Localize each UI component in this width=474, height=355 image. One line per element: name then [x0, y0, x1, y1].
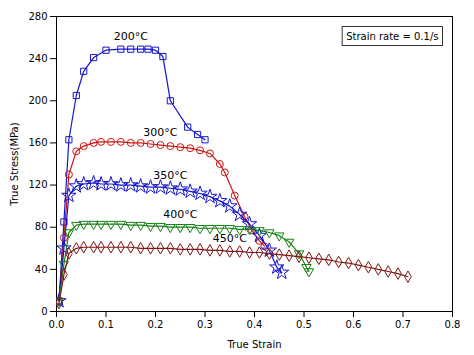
- svg-text:400°C: 400°C: [163, 208, 197, 221]
- svg-text:450°C: 450°C: [213, 232, 247, 245]
- svg-text:True Stress(MPa): True Stress(MPa): [9, 122, 20, 206]
- svg-text:200°C: 200°C: [114, 30, 148, 43]
- svg-text:200: 200: [28, 95, 47, 106]
- svg-text:True Strain: True Strain: [226, 339, 281, 350]
- svg-text:0.5: 0.5: [296, 319, 312, 330]
- svg-text:0.2: 0.2: [148, 319, 164, 330]
- svg-text:0.8: 0.8: [445, 319, 461, 330]
- svg-text:350°C: 350°C: [153, 169, 187, 182]
- svg-text:280: 280: [28, 11, 47, 22]
- svg-text:0.4: 0.4: [247, 319, 263, 330]
- svg-text:0.6: 0.6: [346, 319, 362, 330]
- svg-text:0.1: 0.1: [98, 319, 114, 330]
- svg-text:80: 80: [35, 221, 48, 232]
- svg-text:160: 160: [28, 137, 47, 148]
- svg-text:Strain rate = 0.1/s: Strain rate = 0.1/s: [346, 31, 438, 42]
- svg-text:40: 40: [35, 264, 48, 275]
- svg-text:0: 0: [41, 306, 47, 317]
- svg-text:0.3: 0.3: [197, 319, 213, 330]
- svg-text:300°C: 300°C: [143, 126, 177, 139]
- svg-text:240: 240: [28, 53, 47, 64]
- svg-text:0.7: 0.7: [395, 319, 411, 330]
- svg-text:120: 120: [28, 179, 47, 190]
- svg-text:0.0: 0.0: [49, 319, 65, 330]
